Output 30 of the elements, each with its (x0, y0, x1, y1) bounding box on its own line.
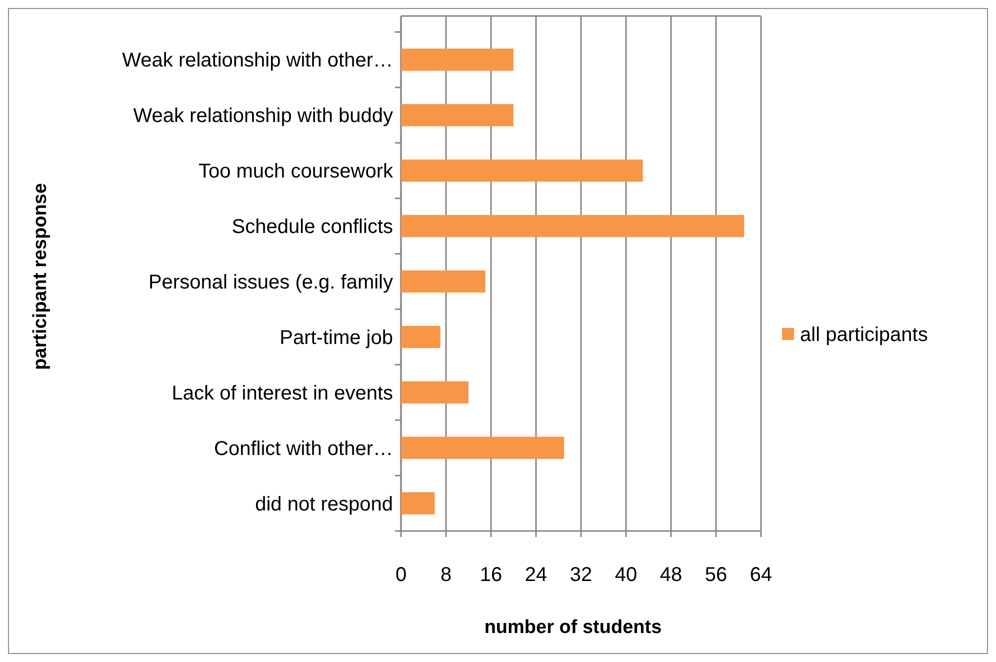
x-axis-title: number of students (484, 617, 662, 638)
bar (401, 436, 564, 459)
legend-label: all participants (800, 324, 928, 346)
bar (401, 214, 744, 238)
y-tick-label: Too much coursework (198, 160, 394, 183)
bar (401, 160, 643, 182)
x-tick-label: 24 (524, 564, 548, 586)
y-tick-label: did not respond (255, 493, 393, 516)
bar (401, 270, 486, 293)
y-axis-title: participant response (30, 183, 51, 370)
bar (401, 492, 435, 514)
x-tick-label: 40 (614, 564, 638, 586)
bar (401, 104, 514, 126)
x-tick-label: 56 (704, 564, 728, 586)
x-tick-label: 48 (660, 564, 682, 586)
bar (401, 48, 514, 71)
x-tick-label: 0 (395, 564, 407, 586)
x-tick-label: 64 (750, 564, 772, 586)
y-tick-label: Lack of interest in events (172, 382, 393, 404)
y-tick-label: Part-time job (280, 326, 393, 349)
bar (401, 381, 468, 404)
y-tick-label: Personal issues (e.g. family (148, 272, 393, 294)
y-tick-label: Conflict with other… (214, 438, 393, 460)
y-tick-label: Weak relationship with buddy (133, 105, 393, 128)
x-tick-label: 8 (440, 564, 452, 586)
x-tick-label: 16 (480, 564, 502, 586)
x-tick-label: 32 (570, 564, 592, 586)
bar (401, 326, 440, 348)
y-tick-label: Weak relationship with other… (122, 50, 393, 72)
y-tick-label: Schedule conflicts (232, 216, 393, 238)
